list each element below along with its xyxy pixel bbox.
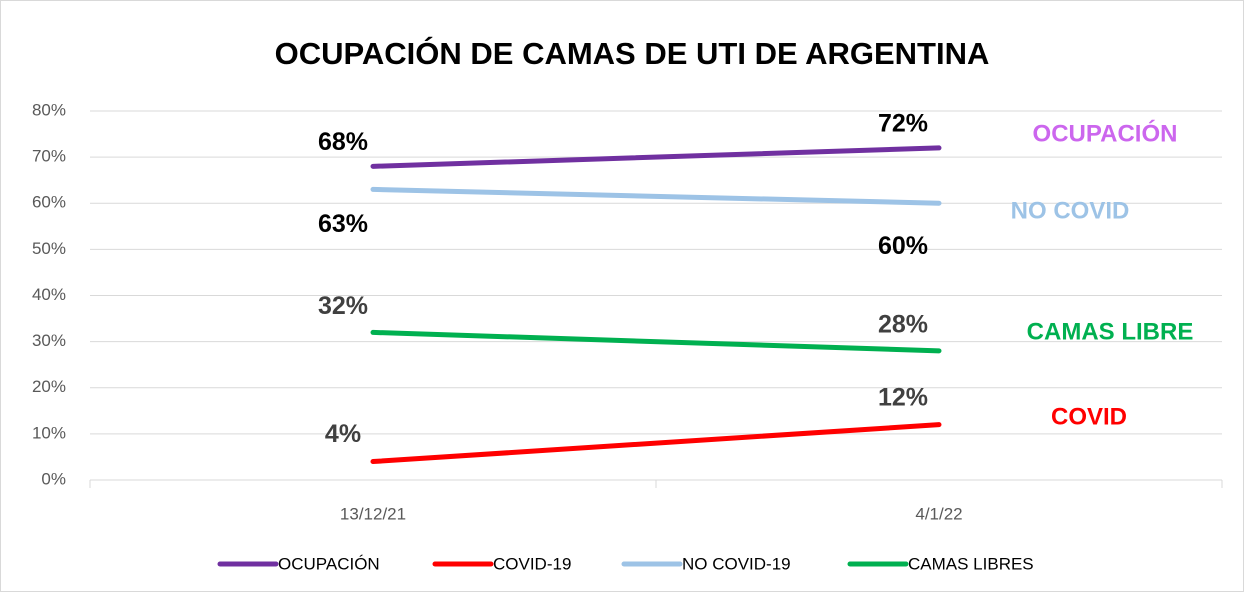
legend-label: COVID-19 xyxy=(493,554,571,573)
series-line xyxy=(370,329,942,354)
x-tick-label: 4/1/22 xyxy=(915,504,962,523)
y-tick-label: 20% xyxy=(32,377,66,396)
annotation: CAMAS LIBRE xyxy=(1027,318,1194,345)
y-tick-label: 80% xyxy=(32,100,66,119)
y-tick-label: 40% xyxy=(32,285,66,304)
x-tick-label: 13/12/21 xyxy=(340,504,406,523)
y-tick-label: 50% xyxy=(32,239,66,258)
annotation: NO COVID xyxy=(1011,197,1130,224)
y-tick-label: 60% xyxy=(32,193,66,212)
legend-label: CAMAS LIBRES xyxy=(908,554,1034,573)
data-label: 28% xyxy=(878,310,928,338)
series-line xyxy=(370,186,942,206)
y-tick-label: 70% xyxy=(32,147,66,166)
y-tick-label: 30% xyxy=(32,331,66,350)
legend-label: NO COVID-19 xyxy=(682,554,791,573)
annotation: OCUPACIÓN xyxy=(1033,119,1178,147)
data-label: 68% xyxy=(318,128,368,156)
annotation: COVID xyxy=(1051,403,1127,430)
legend-label: OCUPACIÓN xyxy=(278,554,380,573)
data-label: 72% xyxy=(878,110,928,138)
data-label: 63% xyxy=(318,210,368,238)
series-line xyxy=(370,145,942,169)
data-label: 12% xyxy=(878,383,928,411)
chart-title: OCUPACIÓN DE CAMAS DE UTI DE ARGENTINA xyxy=(275,35,990,71)
data-label: 4% xyxy=(325,420,361,448)
y-tick-label: 0% xyxy=(41,469,66,488)
data-label: 60% xyxy=(878,232,928,260)
series-line xyxy=(370,422,942,465)
y-tick-label: 10% xyxy=(32,423,66,442)
data-label: 32% xyxy=(318,292,368,320)
